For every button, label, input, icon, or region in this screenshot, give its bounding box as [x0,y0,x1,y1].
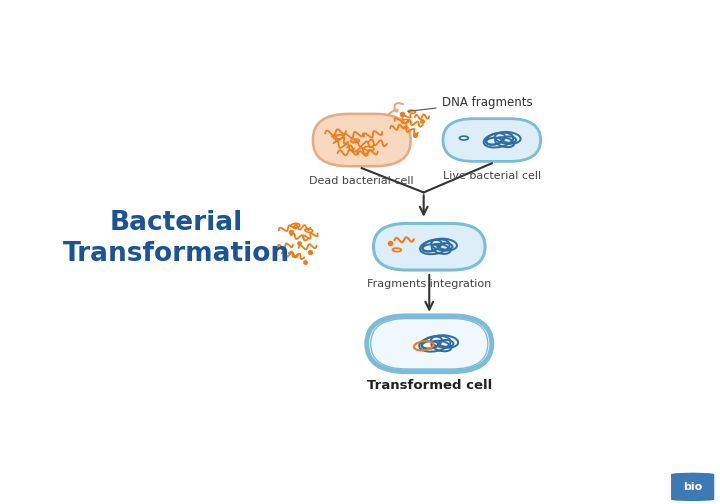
Text: DNA fragments: DNA fragments [408,95,532,111]
FancyBboxPatch shape [443,119,541,161]
Text: Dead bacterial cell: Dead bacterial cell [310,176,414,186]
Text: Bacterial
Transformation: Bacterial Transformation [63,211,290,268]
Text: BioRender.com: BioRender.com [530,482,622,492]
Text: Transformed cell: Transformed cell [366,379,492,392]
FancyBboxPatch shape [374,223,485,270]
FancyBboxPatch shape [671,472,714,501]
Text: Fragments integration: Fragments integration [367,279,491,289]
Text: Live bacterial cell: Live bacterial cell [443,171,541,181]
Text: Created in: Created in [439,482,500,492]
FancyBboxPatch shape [313,114,410,166]
FancyBboxPatch shape [371,319,488,369]
Text: bio: bio [683,482,702,492]
